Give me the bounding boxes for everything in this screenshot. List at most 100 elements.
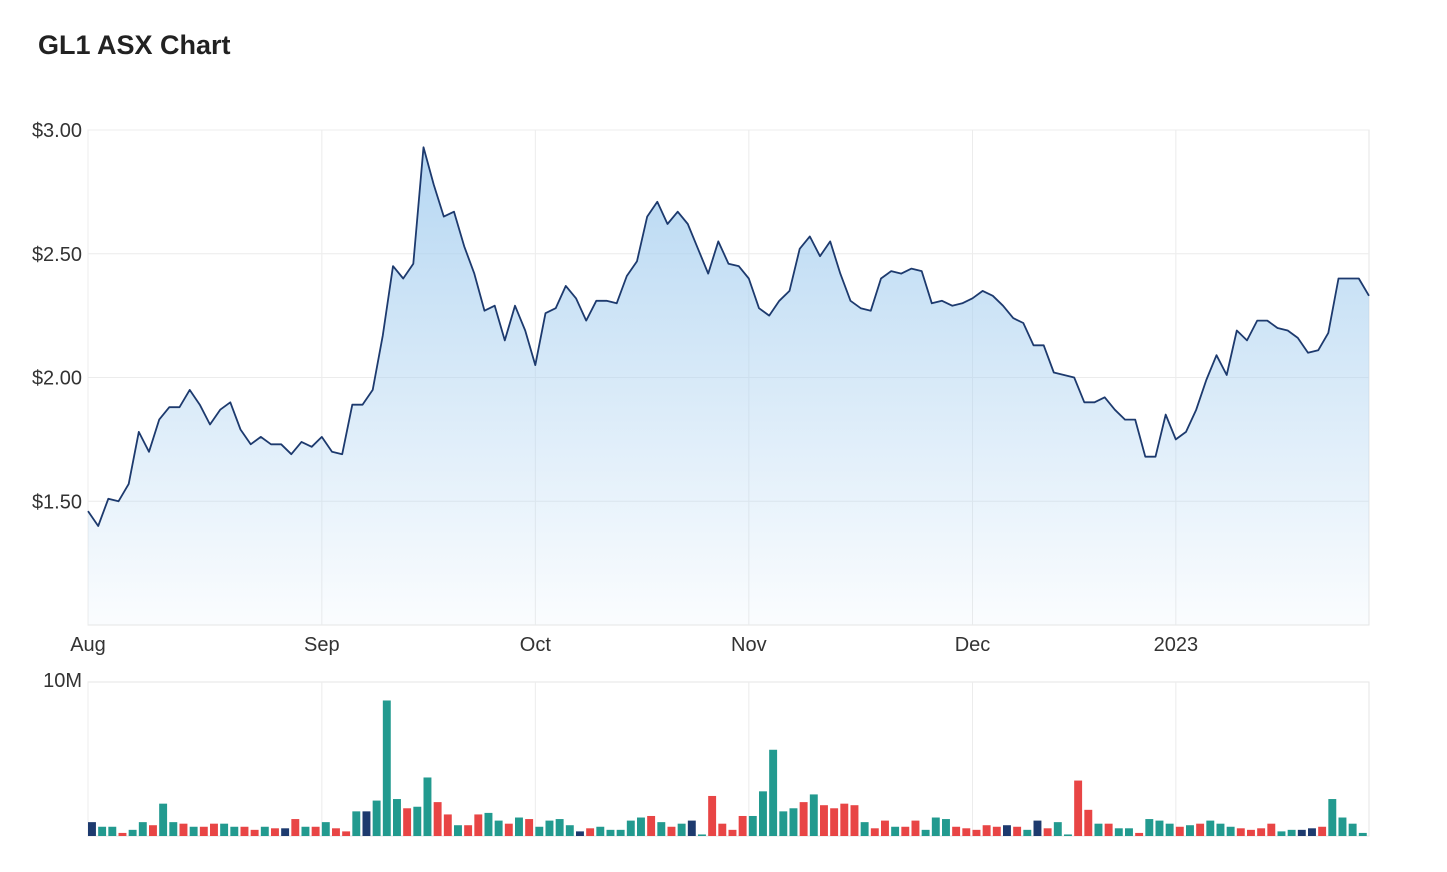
volume-bar <box>1277 831 1286 836</box>
volume-bar <box>1135 832 1144 836</box>
price-line <box>87 146 1370 527</box>
volume-bar <box>189 826 198 836</box>
volume-bar <box>1084 809 1093 836</box>
volume-bar <box>1033 820 1042 836</box>
volume-bar <box>474 814 483 836</box>
volume-bar <box>230 826 239 836</box>
volume-bar <box>1114 828 1123 836</box>
volume-bar <box>1247 829 1255 836</box>
volume-bar <box>301 826 310 836</box>
volume-bar <box>860 822 869 836</box>
volume-bar <box>911 820 920 836</box>
volume-bar <box>769 749 778 836</box>
x-tick-label: Sep <box>304 634 340 656</box>
volume-bar <box>352 811 361 836</box>
volume-bar <box>88 822 96 836</box>
volume-bar <box>657 822 666 836</box>
volume-bar <box>515 817 523 836</box>
volume-bar <box>1145 819 1154 836</box>
volume-bar <box>1094 823 1103 836</box>
volume-bar <box>1297 829 1306 836</box>
volume-bar <box>565 825 574 836</box>
volume-bar <box>1003 825 1011 836</box>
volume-bar <box>179 823 188 836</box>
volume-bar <box>1175 826 1184 836</box>
volume-bar <box>759 791 767 836</box>
volume-bar <box>738 815 747 836</box>
volume-bar <box>891 826 900 836</box>
volume-bar <box>992 826 1001 836</box>
volume-bar <box>901 826 910 836</box>
volume-bar <box>616 829 625 836</box>
volume-bar <box>443 814 452 836</box>
volume-bar <box>382 700 391 836</box>
volume-bar <box>626 820 635 836</box>
volume-bar <box>220 823 229 836</box>
volume-bar <box>1023 829 1032 836</box>
volume-bar <box>108 826 117 836</box>
volume-bar <box>149 825 157 836</box>
volume-bar <box>1348 823 1357 836</box>
volume-bar <box>820 805 828 836</box>
volume-bar <box>1308 828 1316 836</box>
volume-bar <box>809 794 818 836</box>
y-tick-label: $3.00 <box>32 120 82 142</box>
volume-bar <box>1196 823 1205 836</box>
volume-bar <box>240 826 249 836</box>
y-tick-label: $2.00 <box>32 368 82 390</box>
volume-bar <box>535 826 544 836</box>
volume-bar <box>799 802 808 836</box>
volume-bar <box>942 819 950 836</box>
volume-bar <box>423 777 432 836</box>
volume-bar <box>667 826 676 836</box>
x-tick-label: Nov <box>731 634 767 656</box>
volume-bar <box>332 828 340 836</box>
volume-bar <box>128 829 137 836</box>
x-tick-label: 2023 <box>1154 634 1199 656</box>
volume-bar <box>962 828 971 836</box>
volume-bar <box>250 829 259 836</box>
volume-bar <box>199 826 208 836</box>
volume-bar <box>260 826 269 836</box>
volume-bar <box>525 819 534 836</box>
volume-bar <box>393 799 401 836</box>
volume-bar <box>484 812 493 836</box>
volume-bar <box>1318 826 1327 836</box>
volume-bar <box>647 815 656 836</box>
volume-panel-border <box>87 681 1370 837</box>
volume-bar <box>1053 822 1062 836</box>
volume-bar <box>504 823 513 836</box>
volume-bar <box>596 826 605 836</box>
chart-title: GL1 ASX Chart <box>38 30 231 60</box>
volume-bar <box>870 828 879 836</box>
volume-bar <box>718 823 727 836</box>
volume-bar <box>413 806 422 836</box>
volume-bar <box>1125 828 1133 836</box>
volume-bar <box>1064 834 1072 836</box>
volume-bar <box>372 800 381 836</box>
volume-bar <box>1206 820 1215 836</box>
volume-bar <box>708 795 717 836</box>
volume-y-tick-label: 10M <box>43 670 82 692</box>
volume-bar <box>1267 823 1276 836</box>
volume-bar <box>830 808 839 836</box>
volume-bar <box>321 822 330 836</box>
volume-bar <box>982 825 991 836</box>
volume-bar <box>840 803 849 836</box>
x-tick-label: Aug <box>70 634 106 656</box>
y-tick-label: $1.50 <box>32 491 82 513</box>
volume-bar <box>1155 820 1164 836</box>
volume-bar <box>728 829 737 836</box>
volume-bar <box>881 820 889 836</box>
volume-bar <box>342 831 351 836</box>
volume-bar <box>138 822 147 836</box>
volume-bar <box>921 829 930 836</box>
volume-bar <box>1074 780 1083 836</box>
volume-bar <box>311 826 320 836</box>
y-tick-label: $2.50 <box>32 244 82 266</box>
volume-bar <box>1104 823 1113 836</box>
volume-bar <box>748 815 757 836</box>
volume-bar <box>1165 823 1174 836</box>
volume-bar <box>464 825 473 836</box>
